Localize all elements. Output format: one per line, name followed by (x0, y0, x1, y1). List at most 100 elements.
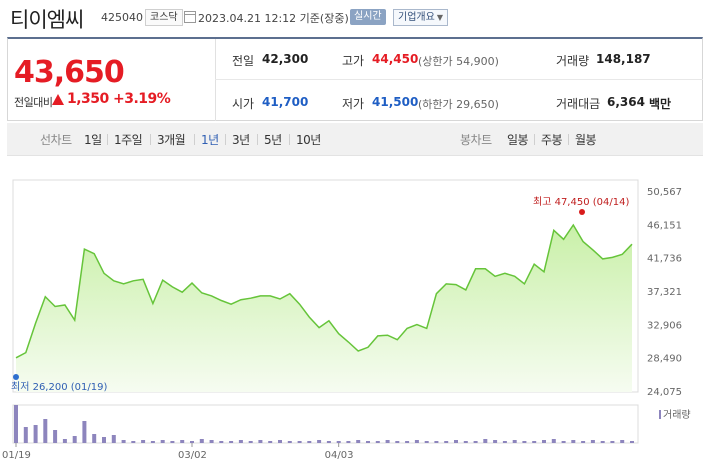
price-summary: 43,650 전일대비 1,350 +3.19% 전일 42,300 고가 44… (7, 37, 703, 121)
volume-bar (414, 440, 419, 443)
y-tick-label: 32,906 (647, 320, 682, 331)
volume-bar (229, 441, 234, 443)
volume-bar (141, 440, 146, 443)
y-tick-label: 24,075 (647, 387, 682, 398)
low-value: 41,500 (372, 95, 419, 109)
volume-bar (53, 430, 58, 443)
market-badge: 코스닥 (145, 9, 183, 26)
divider (215, 39, 216, 121)
volume-bar (258, 440, 263, 443)
volume-frame (12, 404, 639, 444)
volume-bar (532, 441, 537, 443)
volume-bar (561, 441, 566, 443)
volume-legend: 거래량 (659, 406, 691, 421)
tab-1y[interactable]: 1년 (201, 133, 219, 147)
company-info-label: 기업개요 (398, 12, 435, 23)
lower-limit: (하한가 29,650) (418, 98, 499, 111)
tab-monthly[interactable]: 월봉 (575, 133, 597, 147)
y-tick-label: 41,736 (647, 254, 682, 265)
current-price: 43,650 (14, 55, 125, 90)
x-tick-label: 03/02 (178, 450, 207, 461)
volume-bar (14, 405, 18, 443)
stock-header: 티이엠씨 425040 코스닥 2023.04.21 12:12 기준(장중) … (0, 0, 704, 34)
y-tick-label: 37,321 (647, 287, 682, 298)
volume-bar (581, 441, 586, 443)
prev-compare-label: 전일대비 (14, 96, 53, 109)
tab-daily[interactable]: 일봉 (507, 133, 529, 147)
volume-bar (317, 440, 322, 443)
volume-bar (542, 440, 546, 443)
realtime-button[interactable]: 실시간 (350, 9, 386, 25)
prev-close-label: 전일 (232, 54, 255, 68)
divider (534, 134, 535, 145)
volume-bar (160, 440, 165, 443)
divider (215, 79, 703, 80)
divider (194, 134, 195, 145)
volume-bar (502, 441, 507, 443)
volume-bar (590, 440, 595, 443)
tab-5y[interactable]: 5년 (264, 133, 282, 147)
volume-bar (600, 441, 605, 443)
volume-bar (180, 440, 185, 443)
volume-value: 148,187 (596, 52, 651, 66)
volume-bar (33, 425, 38, 443)
volume-bar (444, 441, 449, 443)
volume-bar (62, 439, 67, 443)
open-value: 41,700 (262, 95, 309, 109)
change-rate: +3.19% (113, 91, 171, 107)
company-info-button[interactable]: 기업개요 ▼ (393, 9, 448, 26)
volume-bar (23, 427, 28, 443)
volume-bar (473, 441, 478, 443)
volume-bar (630, 441, 634, 443)
price-area (16, 225, 632, 392)
volume-bar (121, 440, 126, 443)
volume-bar (326, 441, 331, 443)
tab-3y[interactable]: 3년 (232, 133, 250, 147)
chart-tabs: 선차트 1일 1주일 3개월 1년 3년 5년 10년 봉차트 일봉 주봉 월봉 (7, 123, 703, 156)
volume-bar (493, 440, 498, 443)
candle-chart-label: 봉차트 (460, 133, 492, 147)
upper-limit: (상한가 54,900) (418, 55, 499, 68)
volume-bar (512, 440, 517, 443)
tab-weekly[interactable]: 주봉 (541, 133, 563, 147)
volume-bar (92, 434, 97, 443)
tab-1d[interactable]: 1일 (84, 133, 102, 147)
volume-bar (238, 440, 243, 443)
volume-bar (395, 441, 400, 443)
divider (150, 134, 151, 145)
volume-bar (43, 419, 48, 443)
divider (568, 134, 569, 145)
volume-bar (278, 440, 282, 443)
volume-bar (424, 441, 429, 443)
up-triangle-icon (52, 94, 64, 105)
volume-bar (336, 441, 341, 443)
x-tick-label: 01/19 (2, 450, 31, 461)
amount-label: 거래대금 (556, 97, 601, 111)
tab-10y[interactable]: 10년 (296, 133, 321, 147)
open-label: 시가 (232, 97, 255, 111)
tab-1w[interactable]: 1주일 (114, 133, 143, 147)
timestamp: 2023.04.21 12:12 기준(장중) (198, 12, 349, 25)
high-annotation: 최고 47,450 (04/14) (533, 196, 629, 208)
amount-unit: 백만 (649, 97, 672, 111)
stock-name: 티이엠씨 (10, 8, 84, 32)
tab-3m[interactable]: 3개월 (157, 133, 186, 147)
high-point (579, 209, 585, 215)
volume-bar (268, 441, 273, 443)
volume-bar (610, 441, 615, 443)
volume-bar (219, 441, 224, 443)
volume-bar (454, 440, 458, 443)
low-point (13, 374, 19, 380)
volume-bar (483, 439, 488, 443)
volume-bar (150, 441, 155, 443)
divider (107, 134, 108, 145)
volume-bar (111, 435, 116, 443)
volume-bar (287, 441, 292, 443)
line-chart-label: 선차트 (40, 133, 72, 147)
chevron-down-icon: ▼ (436, 13, 443, 22)
volume-bar (463, 441, 468, 443)
volume-bar (620, 440, 625, 443)
volume-bar (170, 441, 175, 443)
volume-bar (375, 441, 380, 443)
